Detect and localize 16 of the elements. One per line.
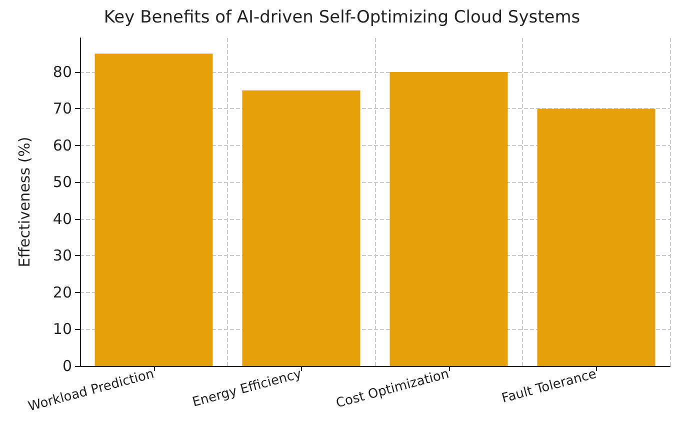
y-tick-label: 0 — [62, 357, 72, 375]
x-tick-label: Fault Tolerance — [500, 366, 598, 406]
bar — [242, 90, 360, 366]
chart-title: Key Benefits of AI-driven Self-Optimizing Cloud Systems — [104, 8, 580, 28]
y-tick-label: 80 — [52, 62, 72, 81]
bar — [537, 108, 656, 366]
y-tick-label: 40 — [52, 210, 72, 228]
y-tick-label: 50 — [52, 173, 72, 192]
y-tick-label: 10 — [52, 320, 72, 338]
y-tick-label: 70 — [52, 100, 72, 118]
y-tick-label: 20 — [52, 284, 72, 302]
bar — [94, 54, 213, 366]
y-tick-label: 30 — [52, 246, 72, 265]
bar — [390, 72, 508, 366]
y-axis-title: Effectiveness (%) — [16, 136, 34, 268]
y-tick-label: 60 — [52, 136, 72, 154]
